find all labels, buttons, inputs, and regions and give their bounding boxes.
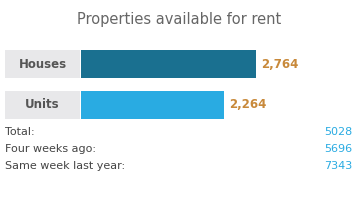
Text: Units: Units — [25, 99, 60, 112]
FancyBboxPatch shape — [5, 91, 80, 119]
Text: Houses: Houses — [19, 57, 67, 71]
Text: Four weeks ago:: Four weeks ago: — [5, 144, 96, 154]
FancyBboxPatch shape — [5, 50, 80, 78]
FancyBboxPatch shape — [81, 50, 256, 78]
Text: 7343: 7343 — [324, 161, 352, 171]
FancyBboxPatch shape — [81, 91, 224, 119]
Text: 2,764: 2,764 — [261, 57, 299, 71]
Text: 5696: 5696 — [324, 144, 352, 154]
Text: Properties available for rent: Properties available for rent — [77, 12, 281, 27]
Text: Same week last year:: Same week last year: — [5, 161, 125, 171]
Text: Total:: Total: — [5, 127, 35, 137]
Text: 5028: 5028 — [324, 127, 352, 137]
Text: 2,264: 2,264 — [229, 99, 267, 112]
